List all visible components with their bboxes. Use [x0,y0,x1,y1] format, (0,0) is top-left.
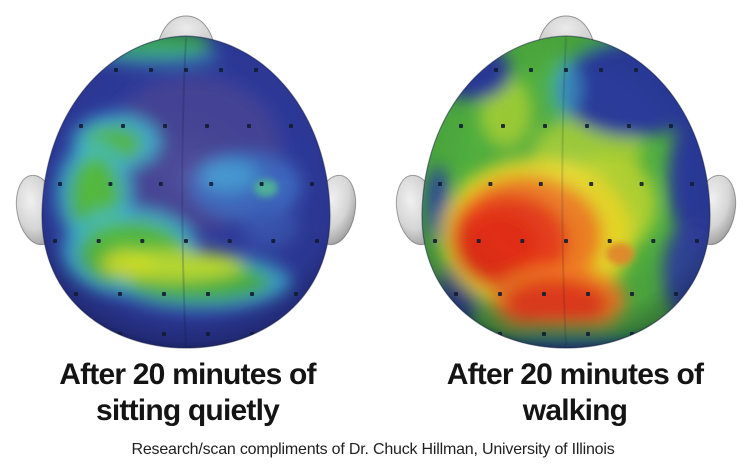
electrode-dot [529,68,533,72]
label-walking: After 20 minutes of walking [400,357,746,429]
electrode-dot [108,182,113,186]
electrode-dot [96,239,101,243]
electrode-dot [259,182,264,186]
electrode-dot [538,182,543,186]
electrode-dot [627,124,631,128]
head-outline [421,35,711,349]
electrode-dots [53,68,319,336]
electrode-dot [206,332,210,336]
electrode-dot [695,239,699,243]
credit-caption: Research/scan compliments of Dr. Chuck H… [131,441,615,458]
electrode-dot [542,292,546,296]
electrode-dot [690,182,694,186]
electrode-dot [184,239,188,243]
electrode-dot [294,292,298,296]
electrode-dot [438,182,442,186]
electrode-dot [74,292,78,296]
label-sitting-line-1: After 20 minutes of [59,358,316,391]
electrode-dot [586,292,590,296]
electrode-dot [589,182,594,186]
electrode-dot [476,239,481,243]
electrode-dot [114,68,118,72]
electrode-dot [585,124,589,128]
electrode-dot [607,239,612,243]
electrode-dot [543,124,547,128]
label-walking-line-2: walking [522,394,628,427]
label-sitting: After 20 minutes of sitting quietly [10,357,365,429]
electrode-dot [674,292,678,296]
electrode-dot [184,68,188,72]
electrode-dot [289,124,293,128]
electrode-dot [459,124,463,128]
electrode-dot [149,68,153,72]
electrode-dot [58,182,62,186]
electrode-dot [433,239,437,243]
electrode-dot [254,68,258,72]
electrode-dot [315,239,319,243]
electrode-dot [501,124,505,128]
electrode-dot [651,239,656,243]
electrode-dot [669,124,673,128]
electrode-dot [310,182,314,186]
electrode-dot [79,124,83,128]
brain-scan-sitting [15,15,357,349]
electrode-dot [630,292,634,296]
scalp-heatmap [41,36,331,348]
electrode-dot [205,124,209,128]
electrode-dot [498,292,502,296]
electrode-dot [488,182,493,186]
electrode-dot [158,182,163,186]
label-sitting-line-2: sitting quietly [95,394,280,427]
shading [421,36,711,348]
electrode-dot [250,292,254,296]
scalp-heatmap [421,36,711,348]
electrode-dot [634,68,638,72]
electrode-dot [209,182,214,186]
electrode-dot [163,124,167,128]
electrode-dot [121,124,125,128]
brain-scan-walking [395,15,737,349]
electrode-dot [599,68,603,72]
electrode-dot [140,239,145,243]
electrode-dot [564,239,568,243]
electrode-dot [162,292,166,296]
electrode-dot [219,68,223,72]
electrode-dots [433,68,699,336]
electrode-dot [586,332,590,336]
shading [41,36,331,348]
label-walking-line-1: After 20 minutes of [446,358,704,391]
electrode-dot [227,239,232,243]
electrode-dot [564,68,568,72]
electrode-dot [247,124,251,128]
electrode-dot [271,239,276,243]
electrode-dot [542,332,546,336]
electrode-dot [494,68,498,72]
electrode-dot [206,292,210,296]
electrode-dot [118,292,122,296]
head-outline [41,35,331,349]
electrode-dot [162,332,166,336]
electrode-dot [53,239,57,243]
electrode-dot [454,292,458,296]
electrode-dot [639,182,644,186]
electrode-dot [520,239,525,243]
